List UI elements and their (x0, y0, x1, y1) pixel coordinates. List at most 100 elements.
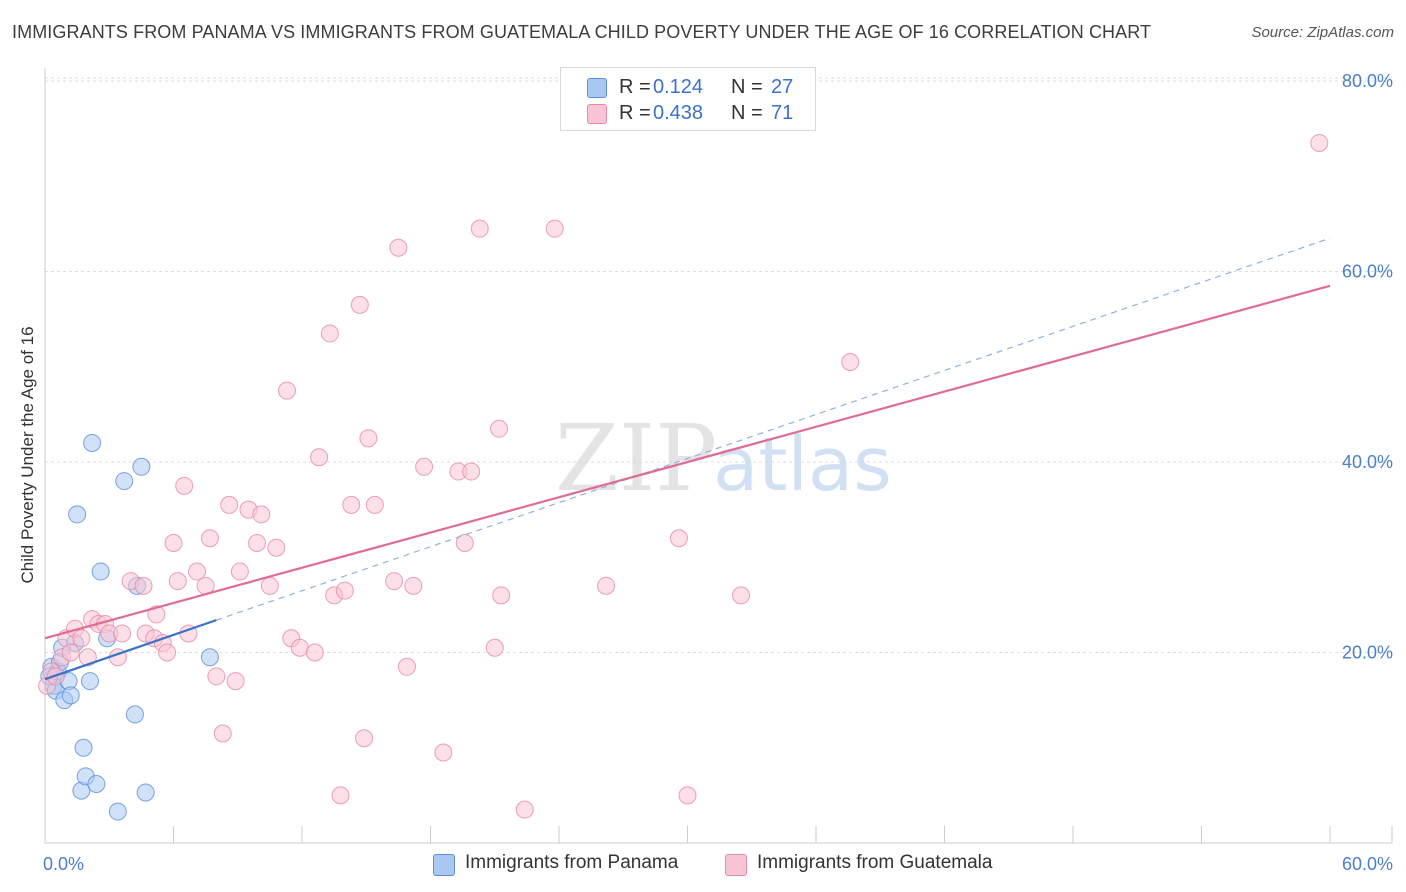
panama-point (80, 672, 99, 691)
guatemala-point (732, 586, 751, 605)
guatemala-point (267, 538, 286, 557)
bottom-legend-label-guatemala: Immigrants from Guatemala (757, 852, 993, 873)
guatemala-point (113, 624, 132, 643)
guatemala-point (397, 657, 416, 676)
x-tick-label: 0.0% (43, 854, 84, 874)
panama-point (68, 505, 87, 524)
legend-n-label: N = (731, 76, 763, 98)
axes-layer (44, 68, 1393, 844)
guatemala-point (248, 533, 267, 552)
guatemala-point (470, 219, 489, 238)
guatemala-point (485, 638, 504, 657)
guatemala-point (168, 572, 187, 591)
y-tick-label: 80.0% (1342, 71, 1393, 91)
x-tick-label: 60.0% (1342, 854, 1393, 874)
panama-point (200, 648, 219, 667)
guatemala-point (415, 457, 434, 476)
guatemala-point (72, 629, 91, 648)
guatemala-point (669, 529, 688, 548)
legend-box: R = 0.124 N = 27 R = 0.438 N = 71 (560, 67, 816, 131)
guatemala-point (252, 505, 271, 524)
legend-r-value-panama: 0.124 (653, 76, 704, 98)
watermark-atlas: atlas (713, 422, 892, 508)
guatemala-point (200, 529, 219, 548)
watermark-zip: ZIP (555, 405, 717, 512)
guatemala-point (385, 572, 404, 591)
chart-title: IMMIGRANTS FROM PANAMA VS IMMIGRANTS FRO… (12, 22, 1152, 42)
y-axis-label: Child Poverty Under the Age of 16 (18, 326, 37, 583)
y-tick-label: 60.0% (1342, 262, 1393, 282)
guatemala-point (404, 576, 423, 595)
guatemala-point (220, 495, 239, 514)
guatemala-point (355, 729, 374, 748)
source-label: Source: ZipAtlas.com (1251, 24, 1394, 41)
guatemala-point (290, 638, 309, 657)
guatemala-point (455, 533, 474, 552)
guatemala-point (278, 381, 297, 400)
guatemala-point (147, 605, 166, 624)
guatemala-point (335, 581, 354, 600)
y-tick-label: 40.0% (1342, 452, 1393, 472)
guatemala-point (213, 724, 232, 743)
bottom-legend-swatch-guatemala (725, 854, 747, 876)
guatemala-point (134, 576, 153, 595)
legend-n-label: N = (731, 102, 763, 124)
guatemala-point (320, 324, 339, 343)
legend-n-value-panama: 27 (771, 76, 794, 98)
legend-swatch-panama (587, 78, 607, 98)
guatemala-point (365, 495, 384, 514)
guatemala-point (207, 667, 226, 686)
legend-r-label: R = (619, 102, 651, 124)
guatemala-point (310, 448, 329, 467)
guatemala-point (841, 353, 860, 372)
legend-swatch-guatemala (587, 104, 607, 124)
guatemala-point (61, 643, 80, 662)
panama-point (61, 686, 80, 705)
panama-point (136, 783, 155, 802)
guatemala-point (678, 786, 697, 805)
guatemala-point (164, 533, 183, 552)
guatemala-point (389, 238, 408, 257)
bottom-legend-swatch-panama (433, 854, 455, 876)
panama-point (115, 472, 134, 491)
panama-point (125, 705, 144, 724)
guatemala-point (342, 495, 361, 514)
guatemala-point (1310, 133, 1329, 152)
guatemala-point (331, 786, 350, 805)
guatemala-point (515, 800, 534, 819)
guatemala-point (158, 643, 177, 662)
guatemala-point (188, 562, 207, 581)
panama-point (83, 433, 102, 452)
guatemala-point (230, 562, 249, 581)
guatemala-point (350, 295, 369, 314)
guatemala-trend-line (44, 284, 1331, 640)
trend-layer (44, 237, 1331, 681)
panama-point (132, 457, 151, 476)
labels-layer: 20.0% 40.0% 60.0% 80.0% 0.0% 60.0% (43, 71, 1393, 874)
guatemala-point (492, 586, 511, 605)
y-tick-label: 20.0% (1342, 643, 1393, 663)
panama-point (108, 802, 127, 821)
guatemala-point (462, 462, 481, 481)
panama-trend-extension (216, 237, 1331, 621)
legend-r-label: R = (619, 76, 651, 98)
guatemala-point (175, 476, 194, 495)
legend-r-value-guatemala: 0.438 (653, 102, 704, 124)
guatemala-point (226, 672, 245, 691)
guatemala-point (597, 576, 616, 595)
panama-trend-line (44, 619, 217, 681)
panama-point (91, 562, 110, 581)
guatemala-point (490, 419, 509, 438)
bottom-legend-label-panama: Immigrants from Panama (465, 852, 679, 873)
guatemala-point (260, 576, 279, 595)
panama-point (87, 774, 106, 793)
points-layer (38, 133, 1329, 821)
legend-n-value-guatemala: 71 (771, 102, 794, 124)
guatemala-point (305, 643, 324, 662)
panama-point (74, 738, 93, 757)
guatemala-point (545, 219, 564, 238)
guatemala-point (434, 743, 453, 762)
guatemala-point (359, 429, 378, 448)
guatemala-point (78, 648, 97, 667)
